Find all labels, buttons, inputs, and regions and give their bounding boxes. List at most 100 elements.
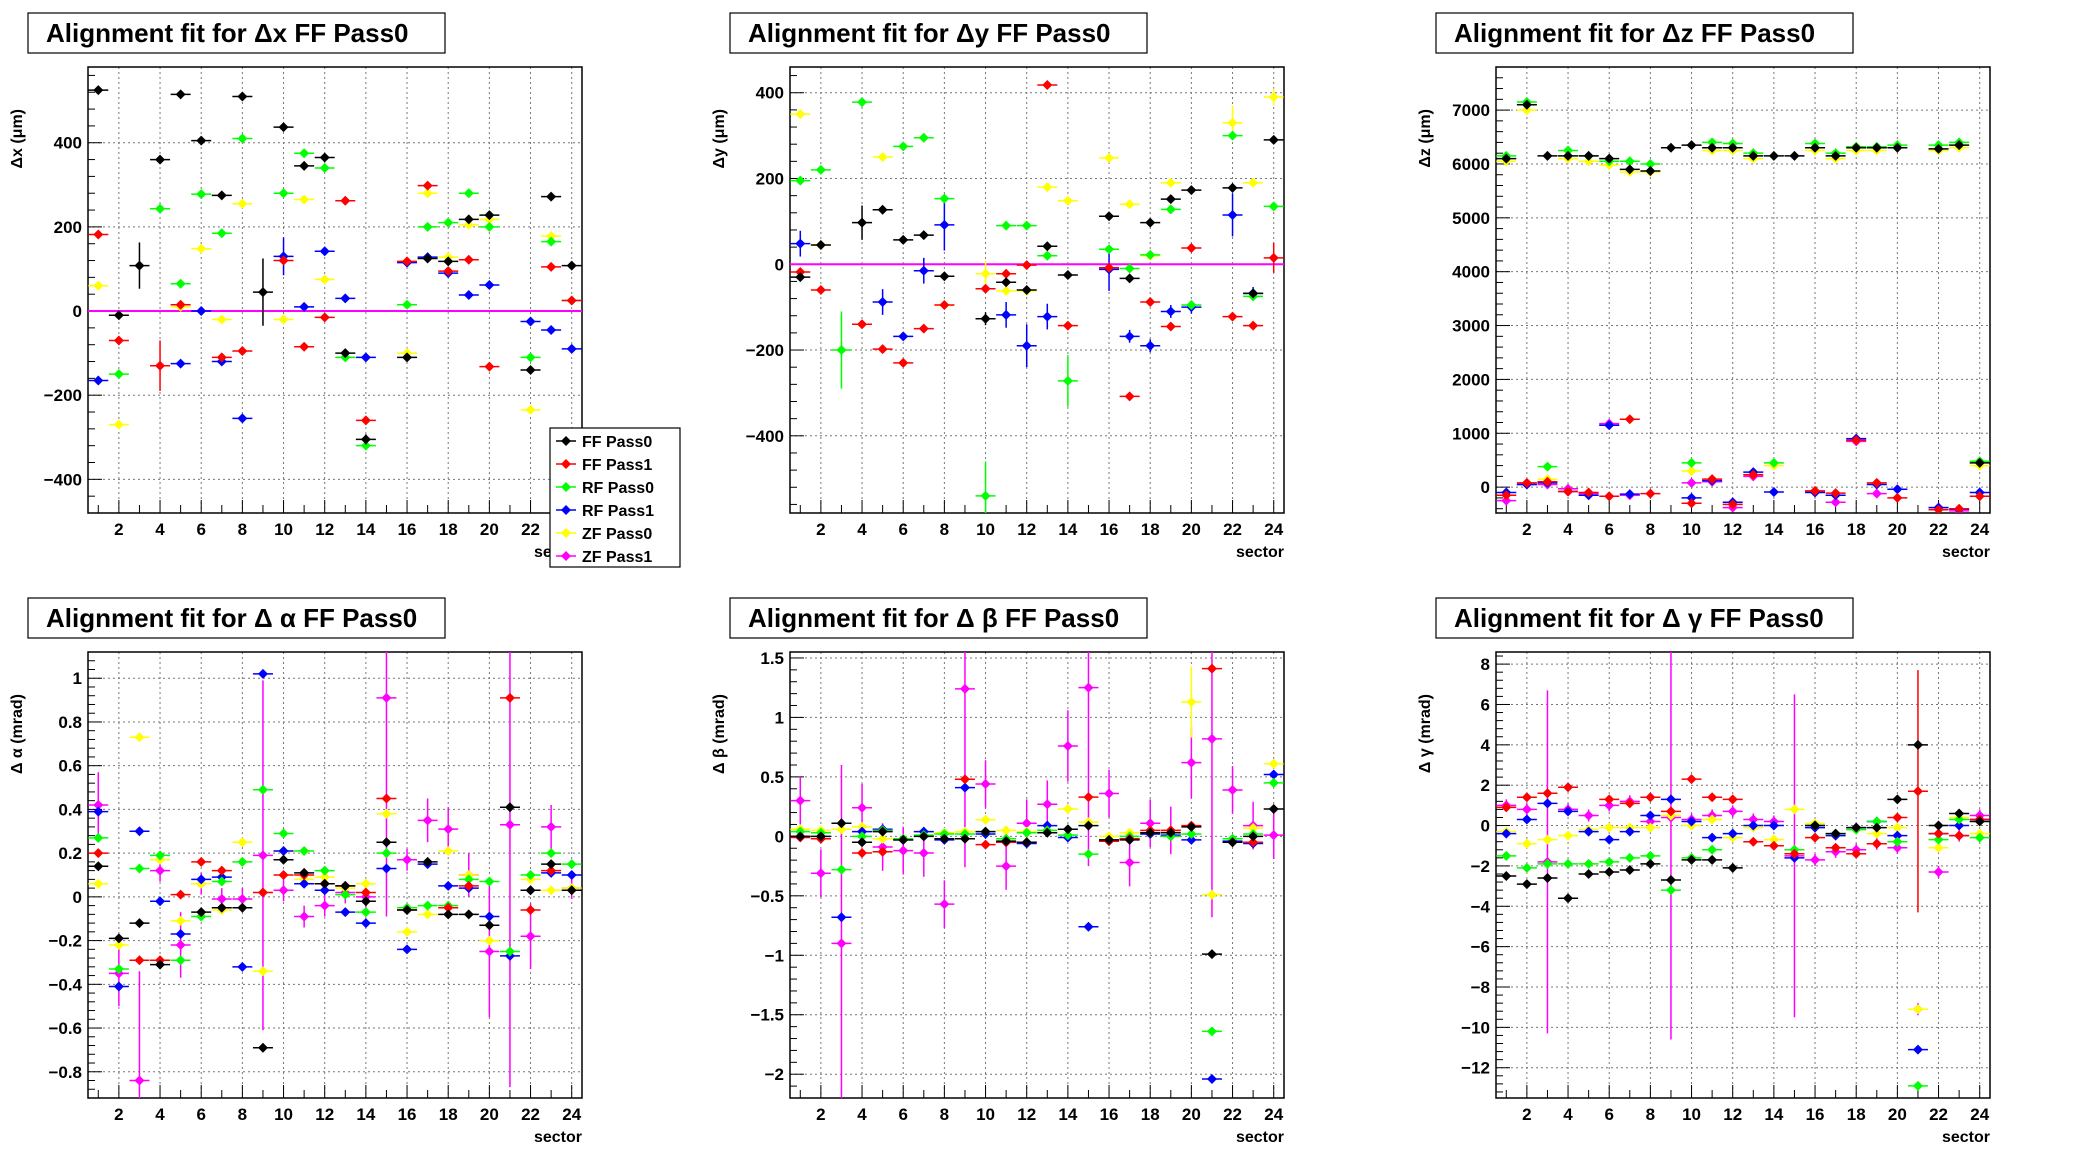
data-point bbox=[1248, 831, 1259, 842]
y-tick-label: −4 bbox=[1471, 897, 1491, 916]
data-point bbox=[1042, 80, 1053, 91]
data-point bbox=[1186, 828, 1197, 839]
data-point bbox=[1892, 794, 1903, 805]
data-point bbox=[1021, 285, 1032, 295]
data-point bbox=[1563, 858, 1574, 869]
x-tick-label: 18 bbox=[439, 520, 458, 539]
x-tick-label: 2 bbox=[816, 1105, 825, 1124]
data-point bbox=[566, 859, 577, 870]
data-point bbox=[1974, 491, 1985, 502]
data-point bbox=[484, 946, 495, 957]
y-tick-label: 5000 bbox=[1452, 209, 1490, 228]
data-point bbox=[1871, 488, 1882, 499]
data-point bbox=[1604, 822, 1615, 833]
data-point bbox=[1021, 827, 1032, 838]
data-point bbox=[1954, 820, 1965, 831]
x-tick-label: 2 bbox=[114, 1105, 123, 1124]
data-point bbox=[1521, 838, 1532, 849]
data-point bbox=[815, 239, 826, 250]
data-point bbox=[1892, 842, 1903, 853]
data-point bbox=[918, 323, 929, 334]
data-point bbox=[402, 256, 413, 267]
data-point bbox=[1686, 140, 1697, 151]
legend-label: RF Pass1 bbox=[582, 503, 654, 520]
data-point bbox=[1206, 733, 1217, 744]
data-point bbox=[1974, 816, 1985, 827]
data-point bbox=[360, 878, 371, 889]
y-tick-label: −400 bbox=[44, 470, 82, 489]
data-point bbox=[1001, 220, 1012, 231]
series-rf-pass0 bbox=[108, 133, 582, 451]
data-point bbox=[1645, 792, 1656, 803]
chart-title: Alignment fit for Δ γ FF Pass0 bbox=[1454, 603, 1824, 633]
x-tick-label: 8 bbox=[238, 520, 247, 539]
data-point bbox=[1268, 92, 1279, 103]
data-point bbox=[257, 850, 268, 861]
data-point bbox=[1789, 848, 1800, 859]
data-point bbox=[1830, 150, 1841, 161]
data-point bbox=[1165, 321, 1176, 332]
data-point bbox=[155, 896, 166, 907]
series-rf-pass1 bbox=[1496, 420, 1990, 513]
y-tick-label: 0.6 bbox=[58, 757, 82, 776]
data-point bbox=[1521, 804, 1532, 815]
data-point bbox=[1604, 491, 1615, 502]
y-tick-label: 4 bbox=[1481, 736, 1491, 755]
data-point bbox=[93, 861, 104, 872]
x-tick-label: 16 bbox=[398, 1105, 417, 1124]
data-point bbox=[1624, 156, 1635, 167]
data-point bbox=[134, 863, 145, 874]
data-point bbox=[278, 845, 289, 856]
data-point bbox=[980, 814, 991, 825]
data-point bbox=[443, 824, 454, 835]
data-point bbox=[278, 828, 289, 839]
x-tick-label: 14 bbox=[1764, 1105, 1783, 1124]
data-point bbox=[1624, 798, 1635, 809]
data-point bbox=[1124, 273, 1135, 284]
data-point bbox=[463, 214, 474, 225]
x-tick-label: 4 bbox=[1563, 520, 1573, 539]
data-point bbox=[525, 404, 536, 415]
x-tick-label: 14 bbox=[356, 520, 375, 539]
data-point bbox=[1810, 854, 1821, 865]
data-point bbox=[237, 198, 248, 209]
data-point bbox=[93, 229, 104, 240]
legend-label: ZF Pass1 bbox=[582, 549, 652, 566]
x-tick-label: 12 bbox=[1723, 1105, 1742, 1124]
data-point bbox=[1248, 320, 1259, 331]
x-tick-label: 2 bbox=[114, 520, 123, 539]
data-point bbox=[360, 415, 371, 426]
x-tick-label: 6 bbox=[1604, 520, 1613, 539]
x-axis-title: sector bbox=[1236, 544, 1284, 561]
y-tick-label: 200 bbox=[54, 218, 82, 237]
data-point bbox=[1563, 830, 1574, 841]
data-point bbox=[1542, 834, 1553, 845]
data-points-group bbox=[88, 85, 582, 451]
data-point bbox=[1912, 739, 1923, 750]
series-ff-pass0 bbox=[88, 85, 582, 445]
data-point bbox=[1871, 142, 1882, 153]
data-point bbox=[319, 900, 330, 911]
y-tick-label: −200 bbox=[44, 386, 82, 405]
data-point bbox=[877, 833, 888, 844]
x-tick-label: 10 bbox=[1682, 1105, 1701, 1124]
x-tick-label: 2 bbox=[816, 520, 825, 539]
x-tick-label: 10 bbox=[976, 520, 995, 539]
data-point bbox=[1604, 794, 1615, 805]
data-point bbox=[134, 826, 145, 837]
x-tick-label: 22 bbox=[1929, 1105, 1948, 1124]
data-point bbox=[484, 221, 495, 232]
data-point bbox=[402, 854, 413, 865]
data-point bbox=[1501, 153, 1512, 164]
data-point bbox=[1707, 844, 1718, 855]
data-point bbox=[257, 966, 268, 977]
data-point bbox=[980, 779, 991, 790]
data-point bbox=[1583, 156, 1594, 167]
data-point bbox=[525, 352, 536, 363]
x-tick-label: 12 bbox=[1017, 1105, 1036, 1124]
data-point bbox=[1974, 832, 1985, 843]
data-point bbox=[1892, 142, 1903, 153]
x-tick-label: 4 bbox=[155, 520, 165, 539]
y-axis-title: Δ α (mrad) bbox=[9, 694, 26, 774]
data-point bbox=[1830, 828, 1841, 839]
